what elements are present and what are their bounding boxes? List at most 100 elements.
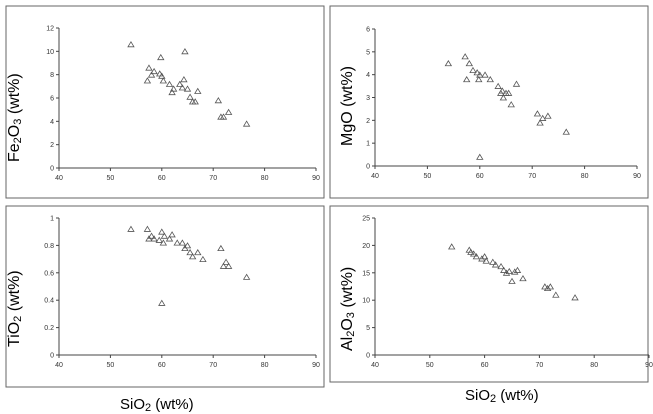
- data-point: [224, 262, 233, 269]
- data-point: [194, 248, 202, 256]
- data-point: [472, 253, 481, 260]
- x-tick-label: 80: [261, 362, 269, 369]
- y-tick-label: 2: [366, 118, 370, 125]
- x-tick-label: 50: [107, 362, 115, 369]
- x-axis-label-sio2-right: SiO2 (wt%): [465, 387, 539, 405]
- panel-frame: [329, 205, 649, 383]
- chart-mgo-svg: 0 1 2 3 4 5 6 40 50 60 70 80 90: [329, 5, 649, 199]
- chart-tio2-vs-sio2: 0 0.2 0.4 0.6 0.8 1 40 50 60 70 80 90 TiO2 (wt%) Si…: [0, 204, 327, 414]
- data-point: [508, 277, 516, 284]
- y-tick-label: 0: [50, 166, 54, 173]
- x-tick-label: 80: [590, 362, 598, 369]
- x-tick-label: 60: [476, 173, 484, 180]
- data-point: [186, 248, 194, 256]
- x-tick-label: 90: [645, 362, 653, 369]
- data-point: [481, 71, 489, 78]
- x-tick-label: 90: [633, 173, 641, 180]
- panel-frame: [5, 205, 325, 388]
- chart-al2o3-svg: 0 5 10 15 20 25 40 50 60 70 80 90: [329, 205, 653, 383]
- y-tick-label: 4: [366, 72, 370, 79]
- data-point: [158, 299, 166, 306]
- data-point: [165, 235, 174, 242]
- data-point: [165, 80, 174, 87]
- data-point: [497, 262, 505, 270]
- data-point: [178, 239, 187, 246]
- chart-al2o3-vs-sio2: 0 5 10 15 20 25 40 50 60 70 80 90 Al2O3 (wt%) SiO2 …: [327, 204, 653, 409]
- data-point: [169, 85, 178, 92]
- data-point: [186, 93, 194, 100]
- data-point: [199, 255, 207, 262]
- y-tick-label: 8: [50, 72, 54, 79]
- data-point: [480, 253, 489, 260]
- data-point: [219, 113, 228, 120]
- data-point: [546, 283, 555, 290]
- data-point: [444, 59, 453, 67]
- x-tick-label: 40: [55, 175, 63, 182]
- data-point: [538, 114, 547, 121]
- data-point: [494, 82, 502, 89]
- y-tick-label: 0.4: [44, 298, 54, 305]
- data-point: [504, 89, 513, 96]
- data-point: [183, 85, 192, 92]
- data-point: [183, 242, 192, 249]
- y-tick-label: 0.8: [44, 243, 54, 250]
- data-point: [219, 262, 228, 269]
- data-point: [544, 112, 552, 119]
- x-tick-label: 70: [209, 362, 217, 369]
- y-tick-label: 10: [362, 298, 370, 305]
- y-tick-label: 3: [366, 95, 370, 102]
- y-tick-label: 25: [362, 216, 370, 223]
- data-point: [505, 267, 513, 275]
- y-tick-label: 0.6: [44, 270, 54, 277]
- data-point: [160, 232, 169, 239]
- y-axis-label-tio2: TiO2 (wt%): [6, 270, 24, 347]
- x-tick-label: 90: [312, 175, 320, 182]
- x-tick-label: 50: [426, 362, 434, 369]
- data-point: [507, 101, 515, 108]
- data-point: [143, 77, 152, 84]
- data-point: [155, 236, 163, 243]
- x-tick-label: 40: [371, 173, 379, 180]
- data-point: [498, 87, 507, 94]
- data-point: [482, 257, 490, 264]
- y-tick-label: 6: [366, 27, 370, 34]
- data-point: [145, 64, 153, 71]
- data-point: [217, 244, 225, 252]
- data-point: [486, 75, 494, 83]
- data-point: [173, 239, 181, 246]
- x-tick-label: 60: [481, 362, 489, 369]
- data-point: [127, 41, 135, 48]
- data-point: [489, 258, 497, 265]
- data-point: [499, 94, 508, 101]
- y-tick-label: 0.2: [44, 325, 54, 332]
- y-tick-label: 4: [50, 119, 54, 126]
- data-point: [511, 268, 519, 275]
- y-axis-label-fe2o3: Fe2O3 (wt%): [6, 73, 24, 162]
- data-point: [512, 80, 521, 87]
- data-point: [159, 239, 168, 246]
- data-point: [541, 283, 549, 290]
- chart-fe2o3-svg: 0 2 4 6 8 10 12 40 50 60 70 80 90: [5, 5, 325, 199]
- data-point: [242, 273, 251, 280]
- chart-mgo-vs-sio2: 0 1 2 3 4 5 6 40 50 60 70 80 90 MgO (wt%): [327, 0, 653, 204]
- data-point: [469, 66, 477, 73]
- data-point: [536, 119, 544, 126]
- chart-tio2-svg: 0 0.2 0.4 0.6 0.8 1 40 50 60 70 80 90: [5, 205, 325, 388]
- data-point: [519, 275, 527, 282]
- data-point: [168, 88, 176, 96]
- data-point: [462, 75, 471, 83]
- chart-fe2o3-vs-sio2: 0 2 4 6 8 10 12 40 50 60 70 80 90 Fe2O3 (wt%): [0, 0, 327, 204]
- x-tick-label: 60: [158, 362, 166, 369]
- data-point: [159, 77, 168, 84]
- data-point: [150, 67, 158, 75]
- y-tick-label: 0: [366, 164, 370, 171]
- y-axis-label-mgo: MgO (wt%): [339, 66, 356, 146]
- data-point: [543, 284, 552, 292]
- x-tick-label: 40: [371, 362, 379, 369]
- data-point: [147, 232, 156, 239]
- x-tick-label: 50: [424, 173, 432, 180]
- data-point: [158, 72, 166, 79]
- data-point: [461, 53, 469, 60]
- data-point: [473, 69, 481, 76]
- y-tick-label: 10: [46, 49, 54, 56]
